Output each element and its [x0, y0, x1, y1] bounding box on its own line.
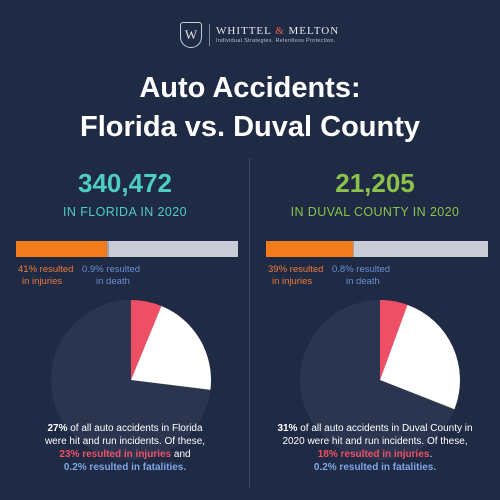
florida-slice-injuries: [131, 300, 162, 380]
florida-injury-note-line2: in injuries: [22, 276, 63, 287]
florida-death-note-line2: in death: [96, 276, 130, 287]
florida-injury-bar-segment: [16, 241, 108, 257]
florida-hit-and-run-pie: [51, 300, 212, 460]
duval-slice-injuries: [380, 300, 408, 380]
florida-death-note-line1: 0.9% resulted: [82, 264, 141, 275]
duval-total: 21,205: [335, 168, 415, 198]
duval-injury-note: 39% resulted in injuries: [268, 264, 348, 288]
florida-slice-no-injury: [131, 306, 212, 390]
duval-caption-pct: 31%: [277, 423, 298, 434]
logo-ampersand: &: [275, 25, 285, 37]
page-title-line1: Auto Accidents:: [139, 72, 361, 104]
logo-name-part2: MELTON: [288, 25, 340, 37]
duval-slice-fatalities: [380, 380, 455, 410]
brand-logo: W WHITTEL & MELTON Individual Strategies…: [0, 22, 500, 50]
center-divider: [249, 158, 250, 488]
logo-divider: [209, 24, 210, 46]
florida-slice-fatalities: [131, 380, 211, 391]
florida-caption-text1: of all auto accidents in Florida: [67, 423, 203, 434]
page-title-line2: Florida vs. Duval County: [80, 111, 420, 143]
duval-caption-injuries: 18% resulted in injuries: [317, 449, 430, 460]
duval-caption-text1: of all auto accidents in Duval County in: [297, 423, 473, 434]
florida-death-note: 0.9% resulted in death: [82, 264, 162, 288]
florida-outcome-bar: [16, 241, 238, 257]
duval-slice-no-injury: [380, 304, 460, 410]
logo-name-part1: WHITTEL: [216, 25, 272, 37]
florida-caption-pct: 27%: [47, 423, 68, 434]
duval-death-note-line1: 0.8% resulted: [332, 264, 391, 275]
duval-caption-fatalities: 0.2% resulted in fatalities.: [313, 462, 437, 473]
duval-caption-and: .: [429, 449, 433, 460]
duval-death-bar-segment: [352, 241, 355, 257]
florida-injury-note: 41% resulted in injuries: [18, 264, 98, 288]
duval-hit-and-run-pie: [300, 300, 460, 460]
duval-injury-bar-segment: [266, 241, 353, 257]
logo-shield-icon: W: [180, 22, 202, 48]
duval-death-note-line2: in death: [346, 276, 380, 287]
duval-caption-text2: 2020 were hit and run incidents. Of thes…: [282, 436, 468, 447]
logo-name: WHITTEL & MELTON: [216, 25, 339, 37]
florida-caption-text2: were hit and run incidents. Of these,: [44, 436, 206, 447]
florida-caption-fatalities: 0.2% resulted in fatalities.: [63, 462, 187, 473]
duval-injury-note-line1: 39% resulted: [268, 264, 324, 275]
florida-caption-injuries: 23% resulted in injuries: [59, 449, 172, 460]
florida-death-bar-segment: [107, 241, 109, 257]
florida-caption: 27% of all auto accidents in Florida wer…: [0, 422, 250, 474]
logo-tagline: Individual Strategies. Relentless Protec…: [216, 38, 336, 44]
florida-injury-note-line1: 41% resulted: [18, 264, 74, 275]
duval-label: IN DUVAL COUNTY IN 2020: [290, 205, 460, 219]
florida-total: 340,472: [78, 168, 172, 198]
duval-caption: 31% of all auto accidents in Duval Count…: [250, 422, 500, 474]
florida-label: IN FLORIDA IN 2020: [63, 205, 187, 219]
duval-injury-note-line2: in injuries: [272, 276, 313, 287]
florida-caption-and: and: [171, 449, 191, 460]
duval-death-note: 0.8% resulted in death: [332, 264, 412, 288]
duval-outcome-bar: [266, 241, 488, 257]
